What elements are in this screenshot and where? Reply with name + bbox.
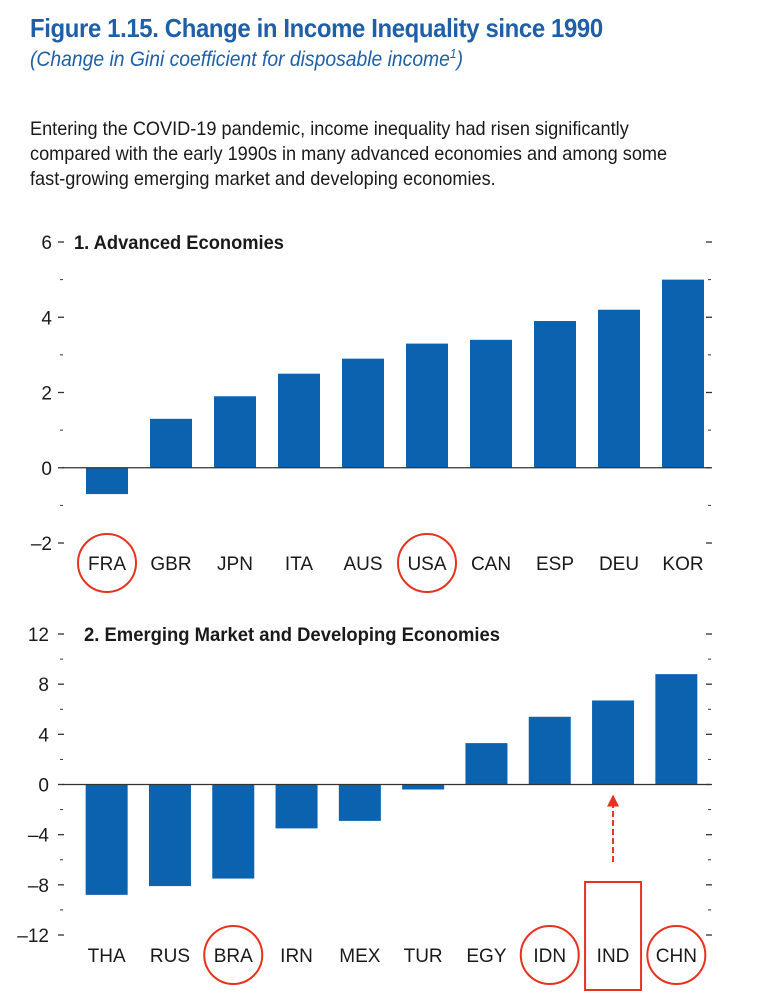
y-tick-label: 6 [41,233,52,254]
y-tick-label: 0 [38,776,49,797]
x-tick-label-mex: MEX [339,946,381,967]
bar-idn [528,716,571,785]
annotation-circle-chn [646,925,707,985]
x-tick-label-gbr: GBR [150,554,191,575]
x-tick-label-egy: EGY [466,946,506,967]
x-tick-label-ita: ITA [285,554,313,575]
bar-gbr [150,418,192,468]
x-tick-label-irn: IRN [280,946,313,967]
x-tick-label-ind: IND [597,946,630,967]
bar-ita [278,373,320,468]
x-tick-label-fra: FRA [88,554,126,575]
annotation-box-ind [584,881,643,991]
y-tick-label: –8 [28,876,49,897]
y-tick-label: 4 [41,308,52,329]
panel-title: 1. Advanced Economies [74,233,284,254]
bar-can [470,339,512,468]
y-tick-label: 0 [41,459,52,480]
x-tick-label-tha: THA [88,946,126,967]
bar-ind [592,700,635,785]
x-tick-label-deu: DEU [599,554,639,575]
y-tick-label: 8 [38,675,49,696]
x-tick-label-kor: KOR [662,554,703,575]
bar-usa [406,343,448,468]
x-tick-label-esp: ESP [536,554,574,575]
annotation-circle-fra [77,533,137,593]
x-tick-label-rus: RUS [150,946,190,967]
x-tick-label-bra: BRA [214,946,253,967]
bar-chn [655,674,698,785]
figure-description: Entering the COVID-19 pandemic, income i… [30,118,668,190]
panel-title: 2. Emerging Market and Developing Econom… [84,625,500,646]
bar-tur [402,784,445,790]
bar-deu [598,309,640,468]
figure-title: Figure 1.15. Change in Income Inequality… [30,13,603,43]
bar-mex [338,784,381,821]
annotation-arrow-head [607,794,620,807]
subtitle-close: ) [456,48,464,71]
chart-panel-advanced-economies: –2 0 2 4 6 1. Advanced Economies FRA GBR JPN ITA A… [31,233,712,593]
bar-esp [534,321,576,468]
x-tick-label-tur: TUR [404,946,443,967]
y-tick-label: 2 [41,384,52,405]
annotation-circle-idn [519,925,580,985]
y-tick-label: –4 [28,826,50,847]
y-tick-label: 12 [28,625,49,646]
x-tick-label-aus: AUS [343,554,382,575]
bar-fra [86,467,128,495]
bar-tha [85,784,128,895]
annotation-circle-usa [397,533,457,593]
bar-egy [465,743,508,785]
y-tick-label: –2 [31,534,52,555]
bar-rus [148,784,191,887]
bar-irn [275,784,318,829]
x-tick-label-jpn: JPN [217,554,253,575]
subtitle-text: (Change in Gini coefficient for disposab… [30,48,450,71]
annotation-circle-bra [203,925,264,985]
bar-aus [342,358,384,468]
y-tick-label: –12 [17,926,49,947]
x-tick-label-usa: USA [407,554,446,575]
x-tick-label-chn: CHN [656,946,697,967]
x-tick-label-can: CAN [471,554,511,575]
y-tick-label: 4 [38,725,49,746]
x-tick-label-idn: IDN [533,946,566,967]
bar-bra [212,784,255,879]
bar-jpn [214,396,256,468]
chart-panel-emerging-economies: –12 –8 –4 0 4 8 12 2. Emerging Market and Devel… [17,625,712,991]
bar-kor [662,279,704,468]
footnote-marker: 1 [449,46,457,61]
figure-subtitle: (Change in Gini coefficient for disposab… [30,46,463,72]
